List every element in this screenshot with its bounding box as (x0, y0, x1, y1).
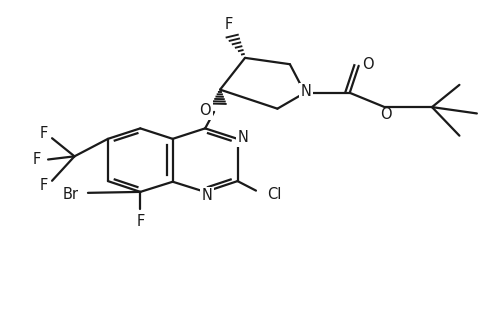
Text: O: O (362, 57, 374, 72)
Text: F: F (32, 152, 40, 167)
Text: F: F (136, 214, 144, 229)
Text: Cl: Cl (266, 187, 281, 202)
Text: F: F (40, 178, 48, 193)
Text: O: O (200, 103, 211, 118)
Text: N: N (300, 84, 312, 99)
Text: F: F (40, 126, 48, 141)
Text: N: N (201, 188, 212, 203)
Text: N: N (238, 130, 249, 145)
Text: O: O (380, 107, 392, 122)
Text: F: F (224, 17, 232, 32)
Text: Br: Br (62, 187, 78, 202)
